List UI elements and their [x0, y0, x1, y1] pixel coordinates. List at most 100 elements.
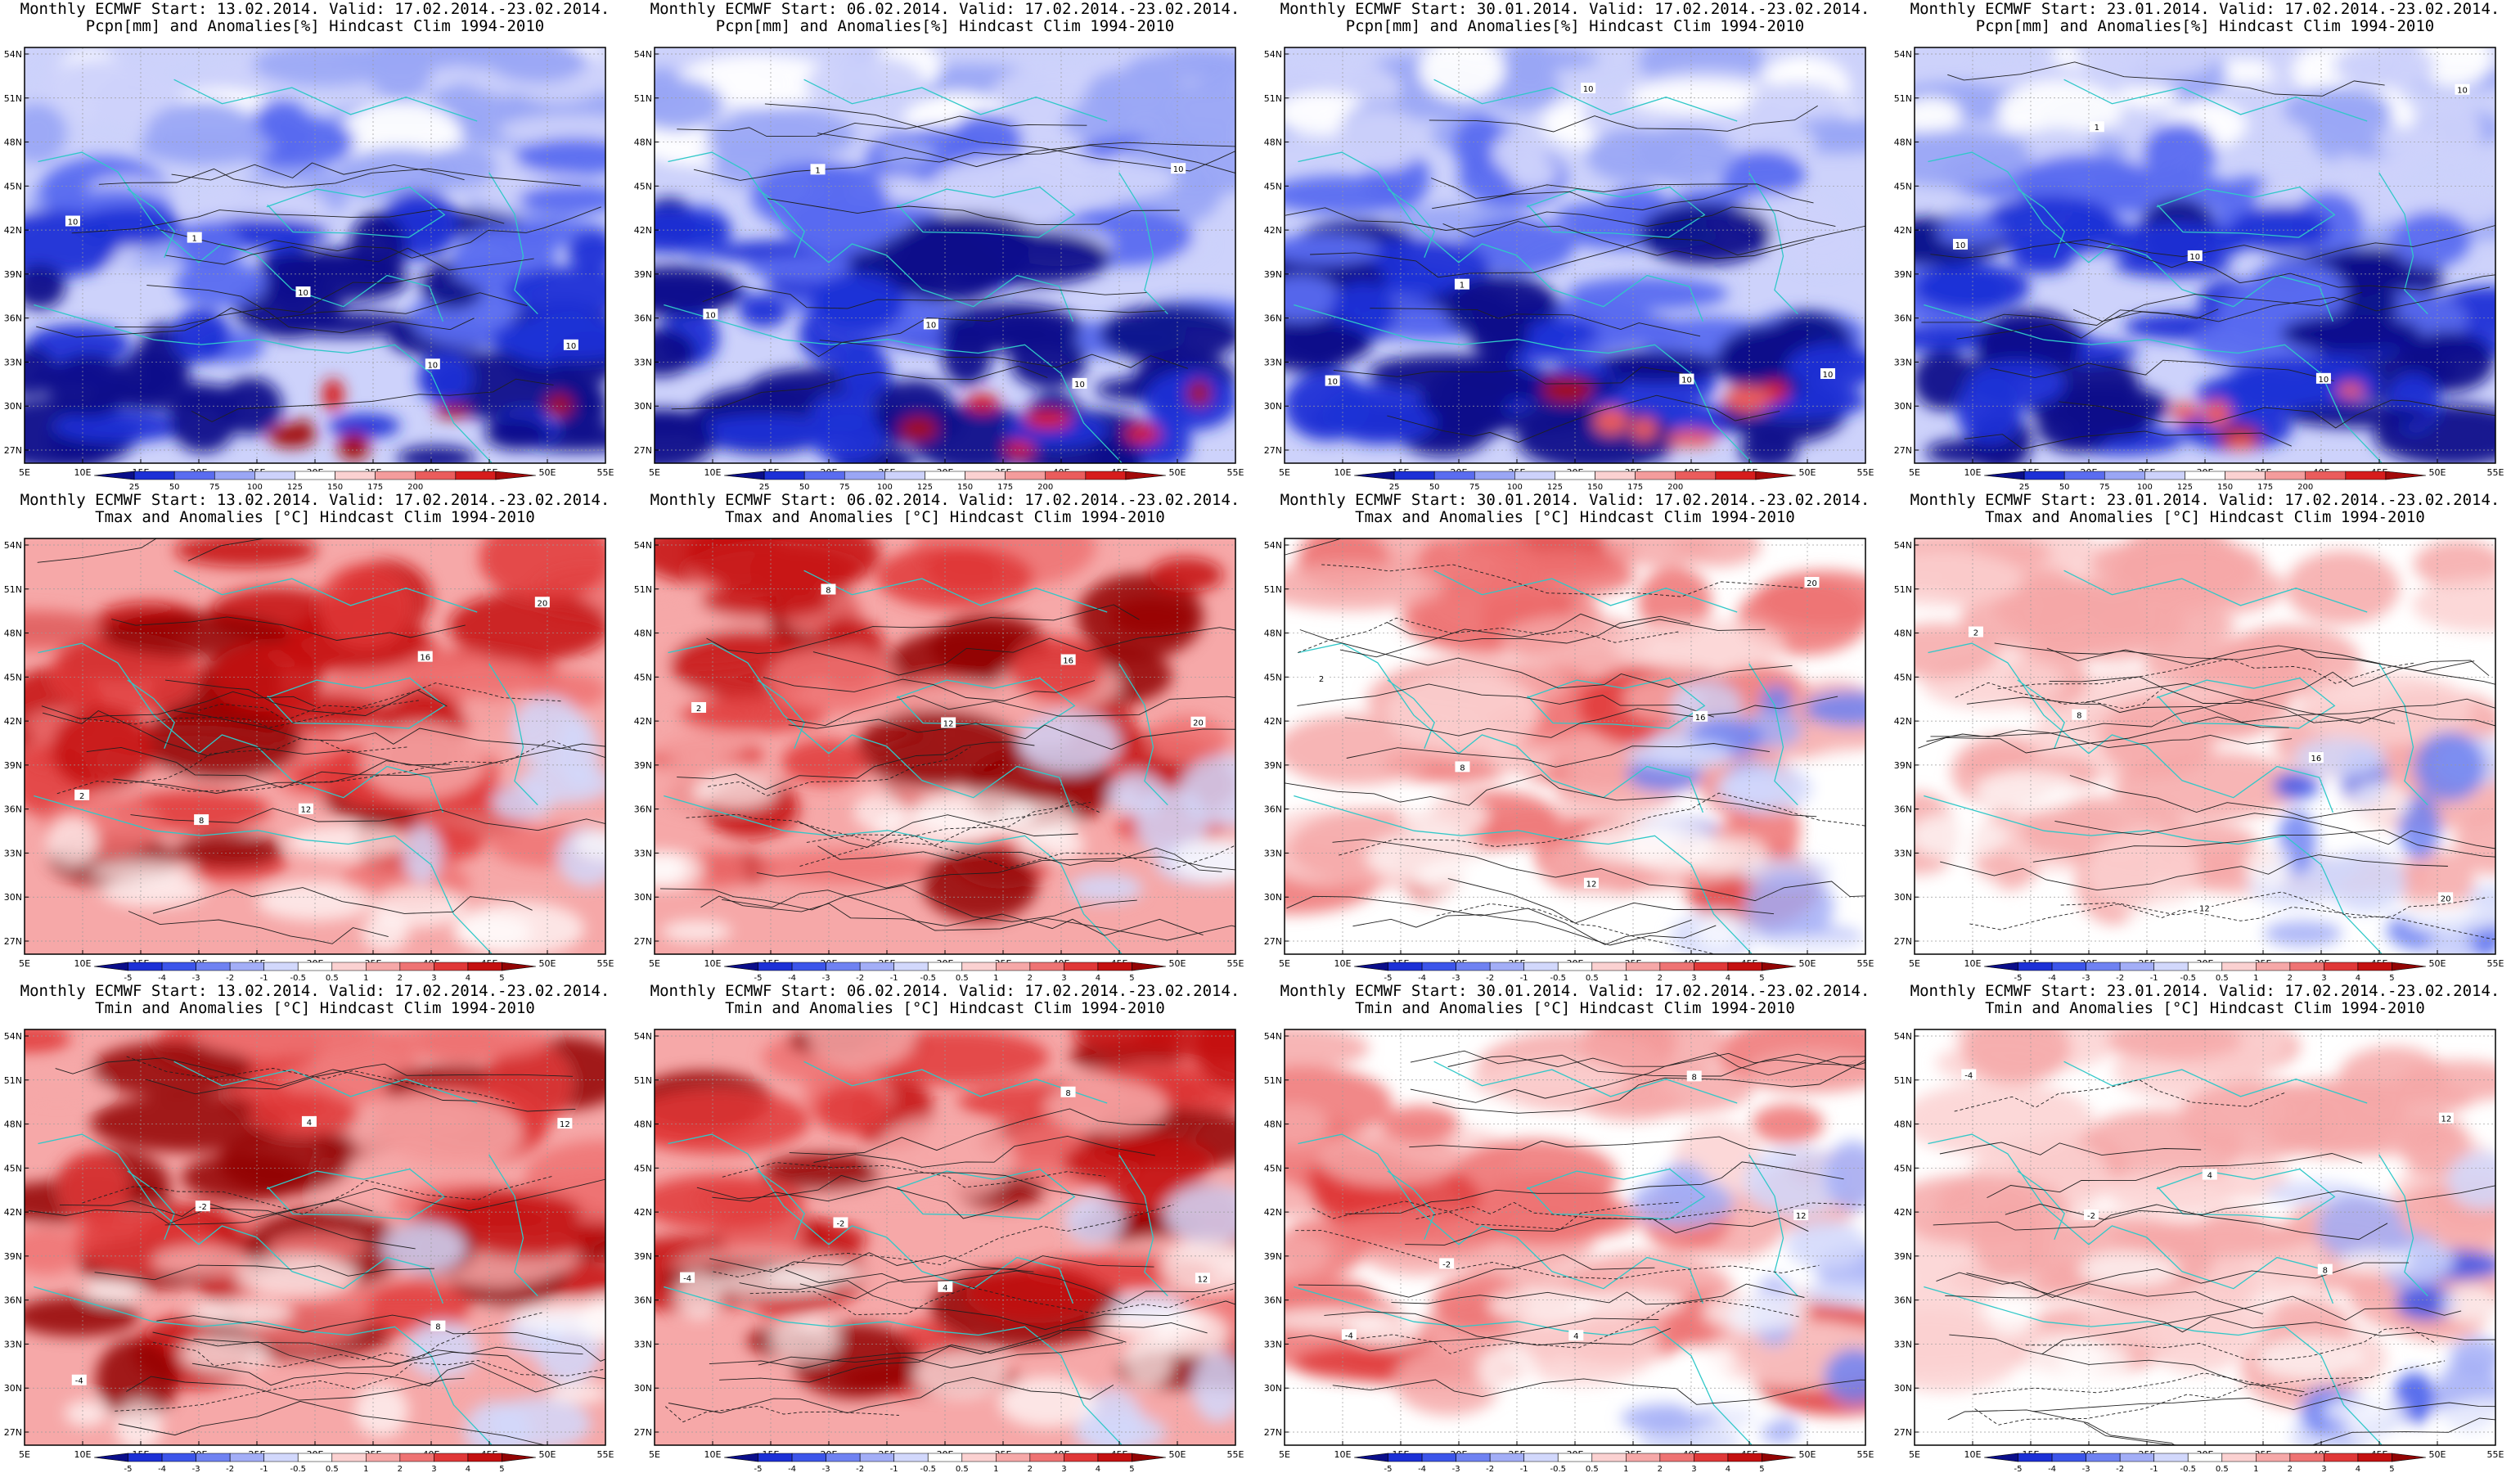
svg-text:8: 8 — [435, 1323, 440, 1332]
lat-tick-label: 42N — [1264, 716, 1282, 727]
panel-title-line2: Tmax and Anomalies [°C] Hindcast Clim 19… — [725, 508, 1165, 526]
lat-tick-label: 30N — [1894, 1383, 1912, 1394]
lat-tick-label: 27N — [1894, 936, 1912, 947]
lat-tick-label: 42N — [634, 1207, 652, 1218]
lon-tick-label: 10E — [704, 467, 722, 478]
colorbar-tick-label: -4 — [158, 1465, 166, 1473]
svg-text:10: 10 — [1583, 85, 1594, 94]
lat-tick-label: 51N — [1894, 584, 1912, 595]
colorbar-tick-label: -3 — [192, 974, 200, 982]
lat-tick-label: 30N — [1264, 1383, 1282, 1394]
lon-tick-label: 55E — [2487, 1449, 2504, 1460]
panel-title-line1: Monthly ECMWF Start: 06.02.2014. Valid: … — [650, 0, 1240, 18]
contour-label: 10 — [563, 339, 578, 351]
lat-tick-label: 36N — [1264, 804, 1282, 815]
lat-tick-label: 51N — [634, 584, 652, 595]
lat-tick-label: 48N — [1894, 628, 1912, 639]
lat-tick-label: 39N — [1894, 269, 1912, 280]
lon-tick-label: 55E — [2487, 958, 2504, 969]
colorbar-tick-label: 175 — [2257, 483, 2273, 491]
colorbar: -5 -4 -3 -2 -1 -0.5 0.5 1 2 3 4 5 — [1983, 962, 2427, 982]
colorbar-tick-label: 0.5 — [956, 974, 969, 982]
lat-tick-label: 36N — [634, 313, 652, 324]
lat-tick-label: 30N — [1264, 892, 1282, 903]
colorbar-tick-label: 125 — [287, 483, 303, 491]
colorbar-tick-label: -3 — [192, 1465, 200, 1473]
contour-label: 12 — [1195, 1273, 1210, 1284]
svg-text:20: 20 — [2441, 894, 2451, 903]
lat-tick-label: 27N — [4, 445, 22, 456]
lat-tick-label: 51N — [1264, 93, 1282, 104]
map-panel-r1-c2: Monthly ECMWF Start: 06.02.2014. Valid: … — [630, 0, 1260, 491]
svg-text:1: 1 — [2095, 124, 2099, 133]
colorbar-tick-label: 25 — [759, 483, 770, 491]
colorbar-tick-label: -4 — [158, 974, 166, 982]
map-panel-r2-c4: Monthly ECMWF Start: 23.01.2014. Valid: … — [1890, 491, 2520, 982]
lat-tick-label: 27N — [4, 1427, 22, 1438]
colorbar-tick-label: 1 — [1623, 1465, 1628, 1473]
panel-title-line2: Tmax and Anomalies [°C] Hindcast Clim 19… — [1985, 508, 2425, 526]
svg-text:1: 1 — [815, 166, 820, 175]
panel-title-line2: Tmin and Anomalies [°C] Hindcast Clim 19… — [95, 999, 535, 1017]
colorbar-tick-label: 3 — [1061, 974, 1066, 982]
lon-tick-label: 5E — [649, 467, 660, 478]
lat-tick-label: 36N — [4, 804, 22, 815]
lat-tick-label: 27N — [1264, 1427, 1282, 1438]
svg-text:1: 1 — [192, 235, 197, 244]
lon-tick-label: 50E — [539, 467, 556, 478]
colorbar-tick-label: 50 — [169, 483, 180, 491]
lat-tick-label: 33N — [4, 357, 22, 367]
colorbar-tick-label: 0.5 — [2216, 1465, 2229, 1473]
colorbar-tick-label: -0.5 — [2180, 1465, 2196, 1473]
contour-label: 2 — [1968, 626, 1983, 638]
lat-tick-label: 48N — [1894, 137, 1912, 148]
map-panel-r3-c1: Monthly ECMWF Start: 13.02.2014. Valid: … — [0, 982, 630, 1473]
contour-label: 8 — [821, 583, 836, 595]
lon-tick-label: 50E — [2429, 958, 2446, 969]
colorbar-tick-label: 2 — [1028, 974, 1033, 982]
lon-tick-label: 50E — [539, 1449, 556, 1460]
svg-text:4: 4 — [2207, 1172, 2212, 1181]
svg-text:12: 12 — [943, 719, 954, 728]
lat-tick-label: 33N — [4, 848, 22, 858]
svg-text:10: 10 — [68, 218, 79, 227]
contour-label: -2 — [195, 1200, 210, 1212]
colorbar-tick-label: -5 — [124, 974, 133, 982]
contour-label: 10 — [1072, 377, 1087, 390]
panel-title-line1: Monthly ECMWF Start: 06.02.2014. Valid: … — [650, 982, 1240, 1000]
colorbar-tick-label: -3 — [822, 974, 830, 982]
lat-tick-label: 45N — [1894, 1163, 1912, 1173]
contour-label: 10 — [1171, 163, 1186, 174]
lat-tick-label: 39N — [1264, 760, 1282, 771]
lat-tick-label: 51N — [1894, 1075, 1912, 1086]
colorbar-tick-label: 200 — [1037, 483, 1053, 491]
anomaly-map: 2812162054N51N48N45N42N39N36N33N30N27N5E… — [4, 538, 614, 982]
lat-tick-label: 33N — [1264, 848, 1282, 858]
colorbar-tick-label: 1 — [363, 1465, 368, 1473]
lat-tick-label: 48N — [4, 1119, 22, 1130]
map-panel-r1-c3: Monthly ECMWF Start: 30.01.2014. Valid: … — [1260, 0, 1890, 491]
panel-title-line1: Monthly ECMWF Start: 23.01.2014. Valid: … — [1910, 982, 2500, 1000]
colorbar-tick-label: 5 — [499, 974, 504, 982]
contour-label: 12 — [1793, 1209, 1809, 1221]
contour-label: 10 — [923, 318, 938, 330]
lat-tick-label: 51N — [634, 1075, 652, 1086]
lat-tick-label: 27N — [1894, 1427, 1912, 1438]
lat-tick-label: 54N — [634, 49, 652, 60]
lat-tick-label: 54N — [634, 1031, 652, 1042]
lon-tick-label: 50E — [2429, 467, 2446, 478]
colorbar-tick-label: 0.5 — [2216, 974, 2229, 982]
contour-label: 12 — [2438, 1112, 2454, 1124]
colorbar: -5 -4 -3 -2 -1 -0.5 0.5 1 2 3 4 5 — [93, 1453, 537, 1473]
contour-label: 10 — [703, 309, 718, 320]
lat-tick-label: 48N — [4, 137, 22, 148]
svg-text:16: 16 — [2311, 755, 2322, 764]
colorbar-tick-label: 0.5 — [326, 974, 339, 982]
lat-tick-label: 36N — [1894, 804, 1912, 815]
contour-label: 10 — [425, 358, 440, 370]
colorbar-tick-label: 4 — [2356, 1465, 2360, 1473]
svg-text:8: 8 — [1460, 764, 1465, 773]
svg-text:8: 8 — [1692, 1073, 1697, 1082]
colorbar-tick-label: -5 — [1384, 974, 1393, 982]
colorbar: 25 50 75 100 125 150 175 200 — [93, 471, 537, 491]
